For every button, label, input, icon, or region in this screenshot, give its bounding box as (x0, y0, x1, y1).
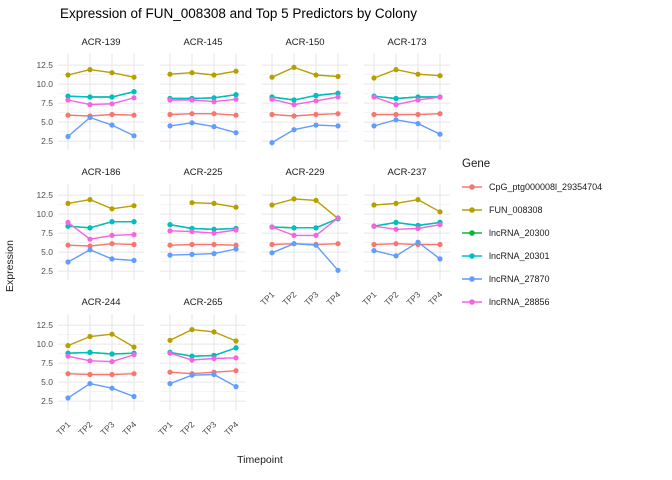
legend-item-CpG_ptg000008l_29354704: CpG_ptg000008l_29354704 (462, 180, 667, 194)
legend-key-icon (462, 299, 482, 305)
y-tick-label: 7.5 (41, 228, 53, 238)
legend-label: lncRNA_20300 (489, 228, 550, 238)
facet-title-ACR-186: ACR-186 (81, 167, 121, 178)
x-tick-label: TP4 (222, 419, 240, 437)
legend-items: CpG_ptg000008l_29354704 FUN_008308 lncRNA_… (462, 180, 667, 309)
x-tick-label: TP1 (360, 289, 378, 307)
legend-label: CpG_ptg000008l_29354704 (489, 182, 603, 192)
legend-label: lncRNA_27870 (489, 274, 550, 284)
legend-item-lncRNA_20301: lncRNA_20301 (462, 249, 667, 263)
y-tick-label: 10.0 (36, 339, 53, 349)
x-tick-label: TP1 (54, 419, 72, 437)
facet-title-ACR-265: ACR-265 (183, 297, 223, 308)
x-tick-label: TP3 (302, 289, 320, 307)
x-tick-label: TP3 (200, 419, 218, 437)
legend-item-lncRNA_28856: lncRNA_28856 (462, 295, 667, 309)
legend-title: Gene (462, 158, 491, 170)
facet-title-ACR-229: ACR-229 (285, 167, 325, 178)
y-tick-label: 5.0 (41, 117, 53, 127)
x-tick-label: TP2 (178, 419, 196, 437)
y-tick-label: 2.5 (41, 396, 53, 406)
facet-title-ACR-173: ACR-173 (387, 37, 427, 48)
facet-panel-ACR-237: TP1 TP2 TP3 TP4 (360, 184, 450, 307)
x-tick-label: TP2 (76, 419, 94, 437)
x-tick-label: TP1 (156, 419, 174, 437)
legend-key-icon (462, 207, 482, 213)
x-tick-label: TP3 (404, 289, 422, 307)
legend-key-icon (462, 253, 482, 259)
x-tick-label: TP2 (280, 289, 298, 307)
chart-title: Expression of FUN_008308 and Top 5 Predi… (60, 6, 417, 21)
facet-title-ACR-237: ACR-237 (387, 167, 427, 178)
x-axis-label: Timepoint (237, 454, 283, 466)
y-axis-label: Expression (4, 240, 16, 292)
facet-title-ACR-139: ACR-139 (81, 37, 121, 48)
facet-panel-ACR-229: TP1 TP2 TP3 TP4 (258, 184, 348, 307)
x-tick-label: TP4 (426, 289, 444, 307)
legend-item-lncRNA_27870: lncRNA_27870 (462, 272, 667, 286)
y-tick-label: 7.5 (41, 98, 53, 108)
legend-item-lncRNA_20300: lncRNA_20300 (462, 226, 667, 240)
legend-label: FUN_008308 (489, 205, 543, 215)
legend-label: lncRNA_20301 (489, 251, 550, 261)
legend-key-icon (462, 184, 482, 190)
legend-key-icon (462, 276, 482, 282)
facet-title-ACR-244: ACR-244 (81, 297, 121, 308)
x-tick-label: TP1 (258, 289, 276, 307)
y-tick-label: 2.5 (41, 266, 53, 276)
facet-panel-ACR-150 (262, 54, 348, 150)
y-tick-label: 12.5 (36, 190, 53, 200)
legend-key-icon (462, 230, 482, 236)
facet-panel-ACR-173 (364, 54, 450, 150)
facet-panel-ACR-145 (160, 54, 246, 150)
y-tick-label: 12.5 (36, 60, 53, 70)
facet-title-ACR-150: ACR-150 (285, 37, 325, 48)
facet-panel-ACR-225 (160, 184, 246, 280)
facet-panel-ACR-186: 2.5 5.0 7.5 10.0 12.5 (36, 184, 144, 280)
y-tick-label: 5.0 (41, 377, 53, 387)
legend-item-FUN_008308: FUN_008308 (462, 203, 667, 217)
facet-title-ACR-225: ACR-225 (183, 167, 223, 178)
legend-label: lncRNA_28856 (489, 297, 550, 307)
x-tick-label: TP2 (382, 289, 400, 307)
y-tick-label: 10.0 (36, 79, 53, 89)
facet-title-ACR-145: ACR-145 (183, 37, 223, 48)
facet-panel-ACR-139: 2.5 5.0 7.5 10.0 12.5 (36, 54, 144, 150)
facet-panel-ACR-265: TP1 TP2 TP3 TP4 (156, 314, 246, 437)
y-tick-label: 12.5 (36, 320, 53, 330)
y-tick-label: 2.5 (41, 136, 53, 146)
x-tick-label: TP3 (98, 419, 116, 437)
y-tick-label: 5.0 (41, 247, 53, 257)
y-tick-label: 10.0 (36, 209, 53, 219)
y-tick-label: 7.5 (41, 358, 53, 368)
